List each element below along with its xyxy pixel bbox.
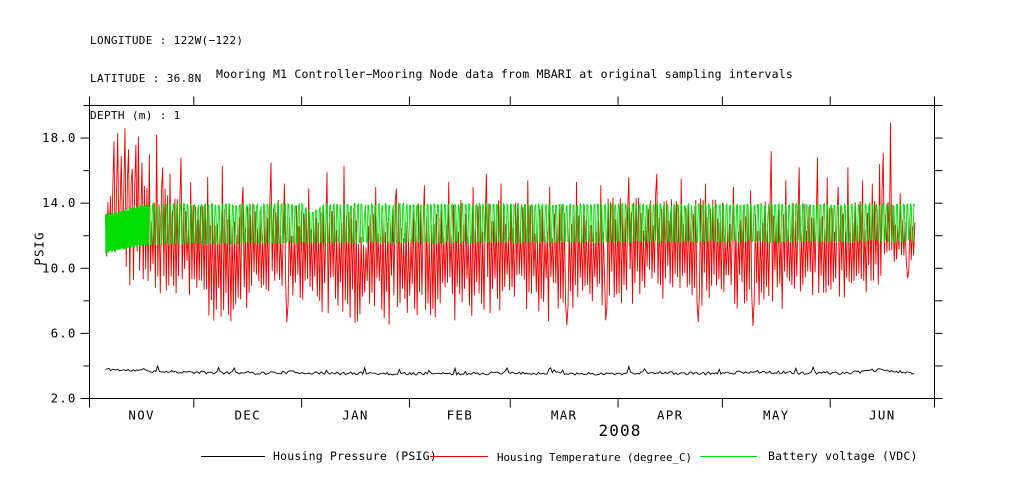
x-tick-label: MAY (763, 408, 789, 423)
series-housing-temperature-degree-c (105, 122, 916, 327)
longitude-text: LONGITUDE : 122W(−122) (90, 34, 244, 47)
pressure-legend-label: Housing Pressure (PSIG) (273, 449, 437, 463)
x-tick-label: FEB (447, 408, 473, 423)
latitude-text: LATITUDE : 36.8N (90, 71, 202, 85)
x-axis-labels: NOV DEC JAN FEB MAR APR MAY JUN (128, 408, 895, 423)
temperature-legend-label: Housing Temperature (degree_C) (497, 451, 693, 464)
plot-frame (89, 105, 935, 399)
x-tick-label: MAR (551, 408, 577, 423)
x-tick-label: DEC (234, 408, 260, 423)
series-battery-voltage-vdc (105, 201, 916, 254)
pressure-legend-line (201, 456, 265, 457)
battery-legend-line (700, 456, 757, 457)
x-tick-label: JUN (869, 408, 895, 423)
x-tick-label: APR (657, 408, 683, 423)
y-tick-label: 18.0 (42, 130, 77, 145)
x-tick-label: NOV (128, 408, 154, 423)
y-tick-label: 14.0 (42, 195, 77, 210)
y-axis-ticks (80, 105, 943, 399)
y-tick-label: 2.0 (51, 391, 77, 406)
x-axis-ticks (89, 96, 935, 408)
header-block: LONGITUDE : 122W(−122) LATITUDE : 36.8N … (90, 10, 243, 148)
depth-text: DEPTH (m) : 1 (90, 109, 181, 122)
year-label: 2008 (598, 421, 642, 440)
y-tick-label: 10.0 (42, 260, 77, 275)
chart-title: Mooring M1 Controller−Mooring Node data … (215, 67, 793, 81)
y-axis-label: PSIG (31, 231, 47, 266)
y-axis-tick-labels: 2.0 6.0 10.0 14.0 18.0 (42, 130, 77, 406)
x-tick-label: JAN (342, 408, 368, 423)
y-tick-label: 6.0 (51, 325, 77, 340)
battery-legend-label: Battery voltage (VDC) (768, 449, 918, 463)
series-housing-pressure-psig (105, 364, 915, 376)
temperature-legend-line (430, 456, 488, 457)
